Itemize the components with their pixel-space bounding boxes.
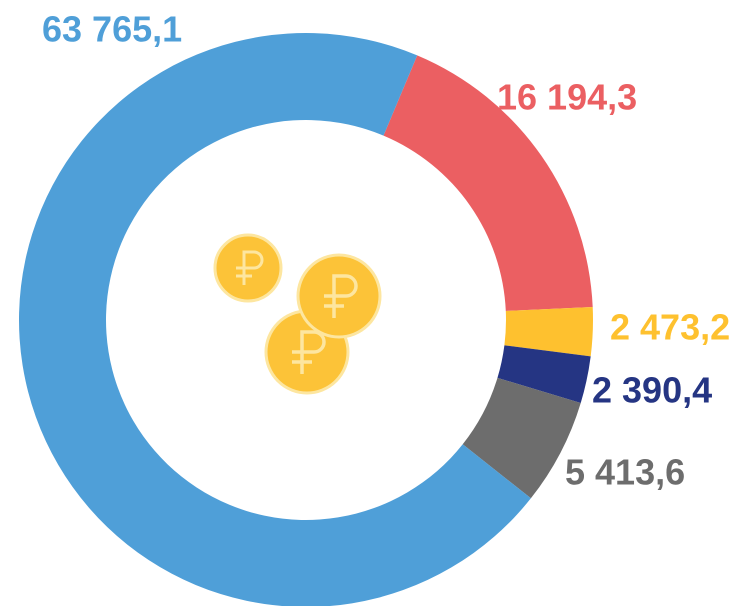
value-label: 63 765,1 — [42, 9, 182, 50]
donut-segment — [383, 55, 593, 311]
value-label: 5 413,6 — [565, 452, 685, 493]
value-label: 2 473,2 — [610, 307, 730, 348]
donut-segment — [19, 33, 531, 606]
value-label: 2 390,4 — [592, 370, 712, 411]
coins — [213, 233, 382, 395]
donut-segment — [462, 377, 581, 499]
coin — [213, 233, 283, 303]
value-label: 16 194,3 — [497, 77, 637, 118]
coin — [296, 253, 382, 339]
donut-segment — [497, 345, 591, 404]
donut-segment — [504, 307, 593, 357]
